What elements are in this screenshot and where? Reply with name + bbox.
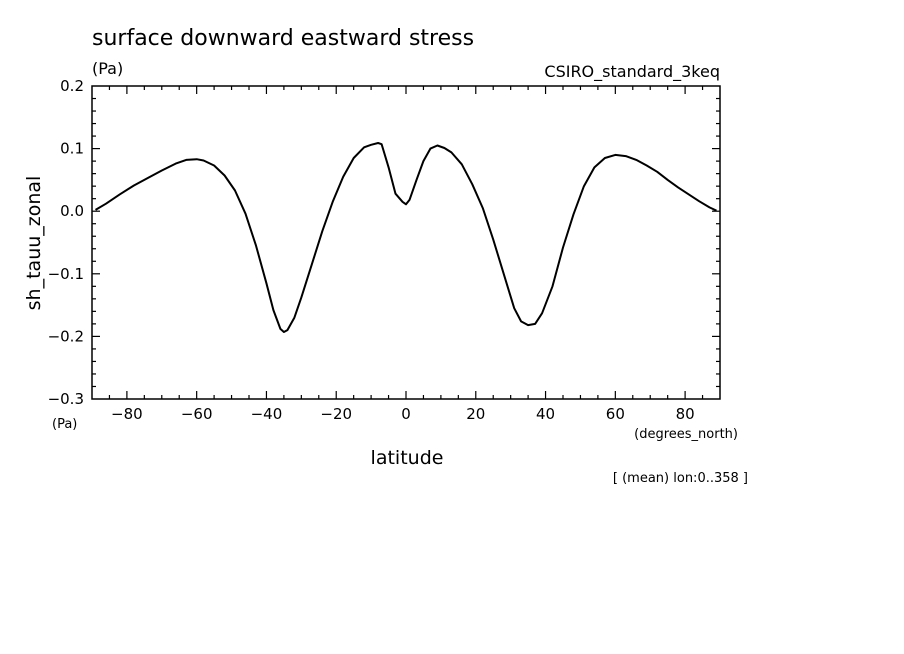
x-tick-label: 80 — [676, 405, 695, 423]
mean-note: [ (mean) lon:0..358 ] — [613, 471, 748, 486]
x-tick-label: 60 — [606, 405, 625, 423]
x-axis-label: latitude — [371, 447, 444, 469]
y-tick-label: 0.2 — [60, 77, 84, 95]
y-tick-label: 0.0 — [60, 202, 84, 220]
y-tick-label: −0.3 — [48, 390, 84, 408]
model-label: CSIRO_standard_3keq — [544, 62, 720, 82]
x-tick-labels: −80 −60 −40 −20 0 20 40 60 80 — [111, 405, 695, 423]
x-tick-label: −20 — [320, 405, 352, 423]
plot-frame — [91, 85, 721, 400]
x-axis-units: (degrees_north) — [634, 427, 738, 442]
y-axis-units: (Pa) — [52, 417, 77, 432]
x-tick-label: 20 — [466, 405, 485, 423]
chart-title: surface downward eastward stress — [92, 26, 474, 51]
y-axis-label: sh_tauu_zonal — [23, 176, 45, 311]
tick-marks — [92, 86, 720, 399]
x-tick-label: 0 — [401, 405, 411, 423]
y-tick-label: 0.1 — [60, 140, 84, 158]
x-tick-label: 40 — [536, 405, 555, 423]
y-tick-label: −0.1 — [48, 265, 84, 283]
x-tick-label: −80 — [111, 405, 143, 423]
title-units: (Pa) — [92, 59, 123, 78]
y-tick-label: −0.2 — [48, 327, 84, 345]
series-line — [94, 142, 717, 333]
x-tick-label: −40 — [251, 405, 283, 423]
y-tick-labels: 0.2 0.1 0.0 −0.1 −0.2 −0.3 — [48, 77, 84, 408]
x-tick-label: −60 — [181, 405, 213, 423]
